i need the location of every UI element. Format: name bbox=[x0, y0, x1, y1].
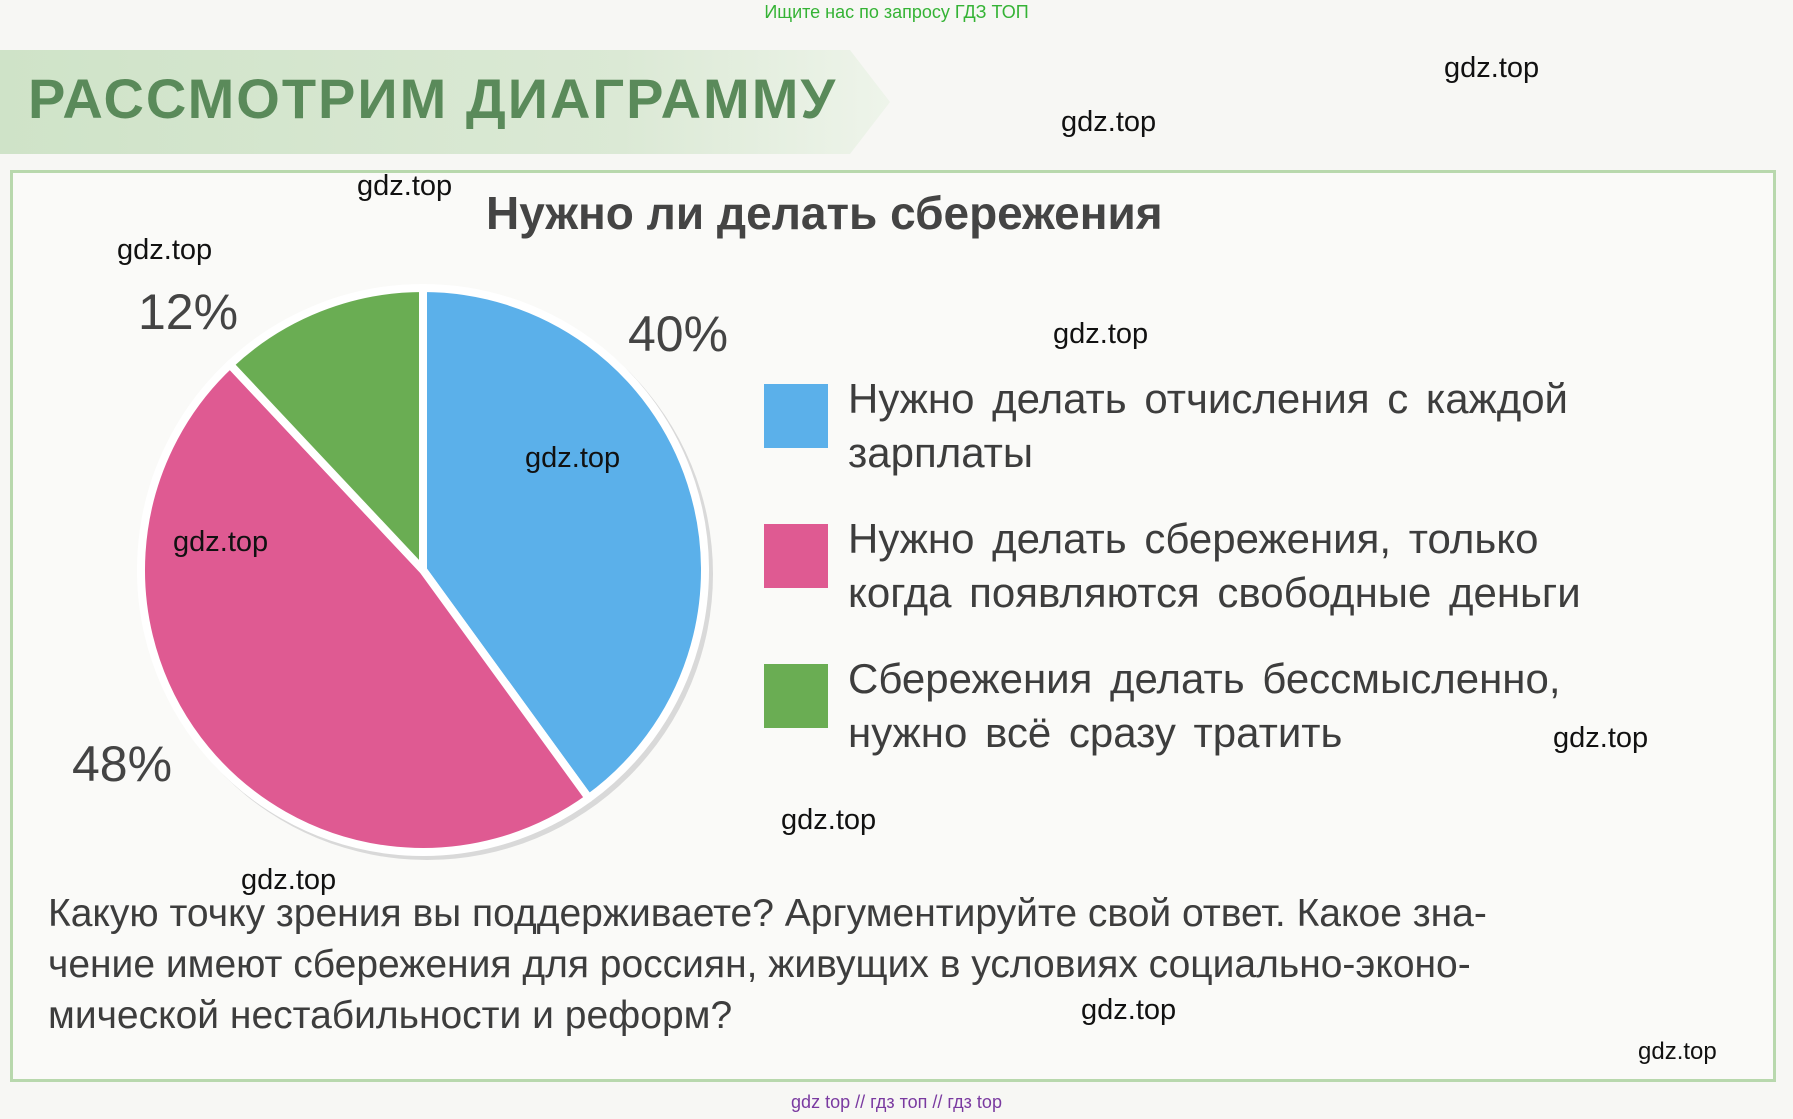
legend-item-3: Сбережения делать бессмысленно, нужно вс… bbox=[848, 652, 1748, 760]
question-text: Какую точку зрения вы поддерживаете? Арг… bbox=[48, 888, 1748, 1041]
legend-item-1-line2: зарплаты bbox=[848, 429, 1034, 476]
slice-label-48: 48% bbox=[72, 736, 173, 792]
question-line-1: Какую точку зрения вы поддерживаете? Арг… bbox=[48, 892, 1487, 935]
pie-slice-green bbox=[225, 284, 427, 574]
watermark: gdz.top bbox=[117, 234, 213, 266]
legend-item-1: Нужно делать отчисления с каждой зарплат… bbox=[848, 372, 1748, 480]
watermark: gdz.top bbox=[173, 526, 269, 558]
watermark: gdz.top bbox=[357, 170, 453, 202]
legend-swatch-blue bbox=[764, 384, 828, 448]
legend-swatch-pink bbox=[764, 524, 828, 588]
legend-item-2-line1: Нужно делать сбережения, только bbox=[848, 515, 1539, 562]
watermark: gdz.top bbox=[1638, 1038, 1717, 1065]
legend-item-1-line1: Нужно делать отчисления с каждой bbox=[848, 375, 1569, 422]
pie-slice-blue bbox=[419, 284, 709, 803]
watermark: gdz.top bbox=[1061, 106, 1157, 138]
section-banner-title: РАССМОТРИМ ДИАГРАММУ bbox=[28, 67, 838, 130]
watermark: gdz.top bbox=[1053, 318, 1149, 350]
chart-title: Нужно ли делать сбережения bbox=[486, 187, 1163, 239]
legend-item-3-line1: Сбережения делать бессмысленно, bbox=[848, 655, 1561, 702]
slice-label-40: 40% bbox=[628, 306, 729, 362]
legend-swatch-green bbox=[764, 664, 828, 728]
question-line-3: мической нестабильности и реформ? bbox=[48, 994, 733, 1037]
question-line-2: чение имеют сбережения для россиян, живу… bbox=[48, 943, 1471, 986]
watermark: gdz.top bbox=[1444, 52, 1540, 84]
slice-label-12: 12% bbox=[138, 284, 239, 340]
section-banner bbox=[0, 50, 890, 154]
top-note: Ищите нас по запросу ГДЗ ТОП bbox=[764, 2, 1029, 22]
legend-item-2: Нужно делать сбережения, только когда по… bbox=[848, 512, 1748, 620]
pie-chart bbox=[137, 284, 713, 860]
watermark: gdz.top bbox=[1553, 722, 1649, 754]
pie-slice-pink bbox=[137, 360, 593, 856]
legend-item-2-line2: когда появляются свободные деньги bbox=[848, 569, 1581, 616]
footer-note: gdz top // гдз топ // гдз top bbox=[791, 1092, 1002, 1112]
watermark: gdz.top bbox=[525, 442, 621, 474]
legend-item-3-line2: нужно всё сразу тратить bbox=[848, 709, 1343, 756]
watermark: gdz.top bbox=[241, 864, 337, 896]
watermark: gdz.top bbox=[781, 804, 877, 836]
watermark: gdz.top bbox=[1081, 994, 1177, 1026]
